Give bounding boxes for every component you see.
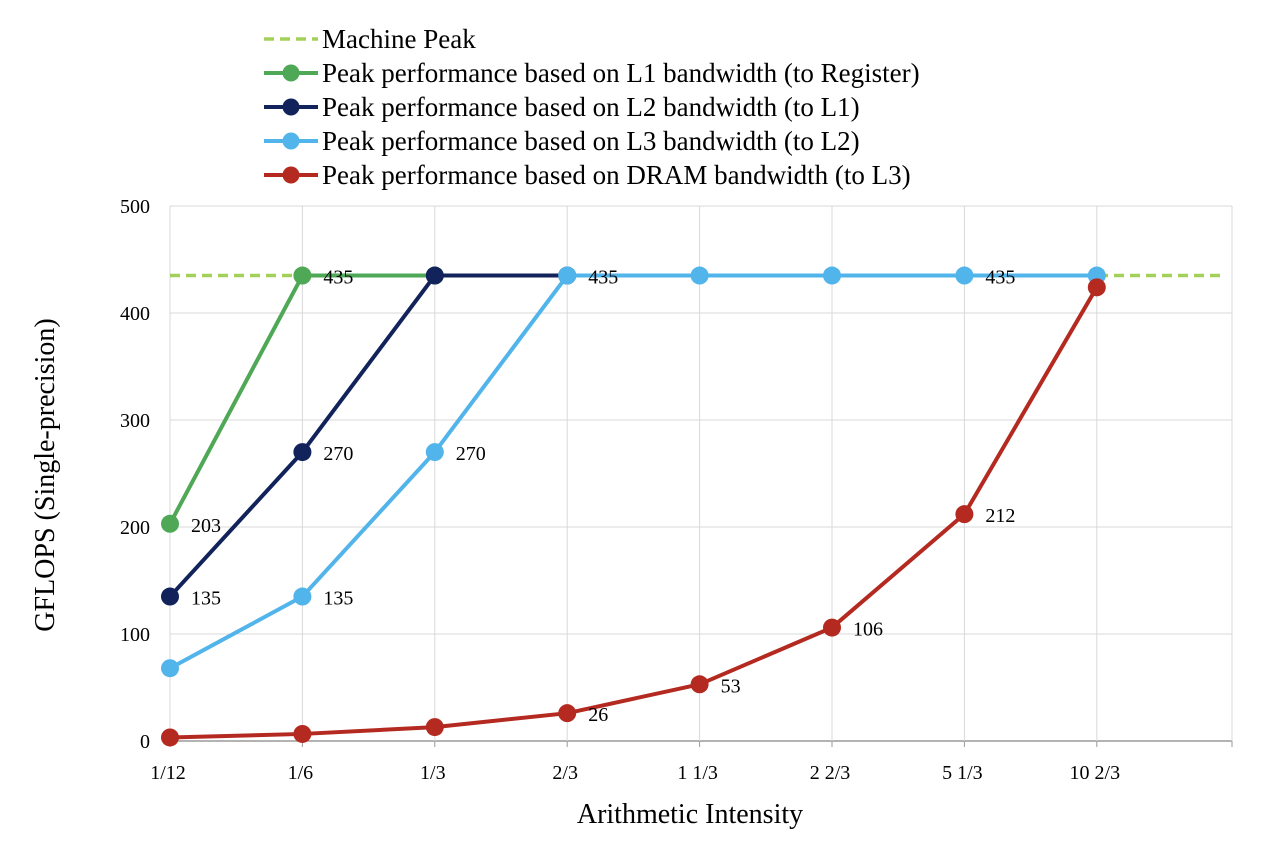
data-label: 435 — [323, 267, 353, 289]
data-label: 53 — [721, 675, 741, 697]
series-point-3 — [558, 266, 577, 285]
series-point-2 — [161, 587, 179, 606]
x-tick-label: 5 1/3 — [942, 762, 983, 784]
x-tick-label: 1/6 — [288, 762, 314, 784]
series-line-2 — [168, 273, 568, 598]
x-tick-label: 1/12 — [150, 762, 186, 784]
legend-label: Peak performance based on DRAM bandwidth… — [322, 160, 911, 190]
series-point-4 — [1087, 278, 1106, 297]
legend-marker — [282, 98, 300, 116]
data-label: 106 — [853, 619, 883, 641]
data-label: 135 — [191, 588, 221, 610]
series-point-4 — [293, 724, 312, 743]
series-point-4 — [823, 618, 841, 637]
x-axis-ticks: 1/12 1/6 1/3 2/3 1 1/3 2 2/3 5 1/3 10 2/3 — [150, 762, 1120, 784]
data-label: 270 — [323, 443, 353, 465]
x-axis-title: Arithmetic Intensity — [577, 799, 803, 830]
y-axis-ticks: 0 100 200 300 400 500 — [120, 196, 150, 753]
legend-marker — [282, 132, 300, 150]
series-point-4 — [425, 718, 444, 737]
series-line-4 — [169, 286, 1099, 740]
series-point-3 — [425, 443, 444, 462]
series-point-3 — [823, 266, 841, 285]
legend-label: Peak performance based on L3 bandwidth (… — [322, 126, 860, 156]
x-tick-label: 1/3 — [420, 762, 446, 784]
legend-label: Peak performance based on L2 bandwidth (… — [322, 92, 860, 122]
series-point-3 — [293, 587, 312, 606]
series-point-2 — [293, 443, 312, 462]
y-tick-label: 400 — [120, 303, 150, 325]
series-point-4 — [161, 728, 179, 747]
y-tick-label: 200 — [120, 517, 150, 539]
x-tick-label: 2 2/3 — [810, 762, 851, 784]
y-tick-label: 0 — [140, 731, 150, 753]
series-point-3 — [690, 266, 709, 285]
legend-marker — [282, 166, 300, 184]
series-line-3 — [169, 273, 1097, 670]
y-tick-label: 500 — [120, 196, 150, 218]
data-label: 26 — [588, 704, 608, 726]
series-point-4 — [955, 505, 974, 524]
series-point-1 — [293, 266, 312, 285]
x-tick-label: 10 2/3 — [1070, 762, 1121, 784]
series-point-3 — [955, 266, 974, 285]
series-point-3 — [161, 659, 179, 678]
data-label: 203 — [191, 515, 221, 537]
data-label: 435 — [985, 267, 1015, 289]
series-point-4 — [558, 704, 577, 723]
data-label: 135 — [323, 588, 353, 610]
data-label: 270 — [456, 443, 486, 465]
x-tick-label: 1 1/3 — [677, 762, 718, 784]
legend-marker — [282, 64, 300, 82]
series-point-4 — [690, 675, 709, 694]
y-axis-title: GFLOPS (Single-precision) — [30, 318, 61, 631]
series-point-2 — [425, 266, 444, 285]
data-labels-layer: 203 435 135 270 135 270 435 435 26 53 106 212 — [191, 267, 1015, 727]
x-tick-label: 2/3 — [552, 762, 578, 784]
data-label: 212 — [985, 505, 1015, 527]
legend-label: Peak performance based on L1 bandwidth (… — [322, 58, 920, 88]
y-tick-label: 100 — [120, 624, 150, 646]
y-tick-label: 300 — [120, 410, 150, 432]
series-point-1 — [161, 514, 179, 533]
legend-label: Machine Peak — [322, 24, 476, 54]
data-label: 435 — [588, 267, 618, 289]
series-layer — [161, 266, 1106, 747]
legend: Machine Peak Peak performance based on L1… — [264, 24, 920, 190]
